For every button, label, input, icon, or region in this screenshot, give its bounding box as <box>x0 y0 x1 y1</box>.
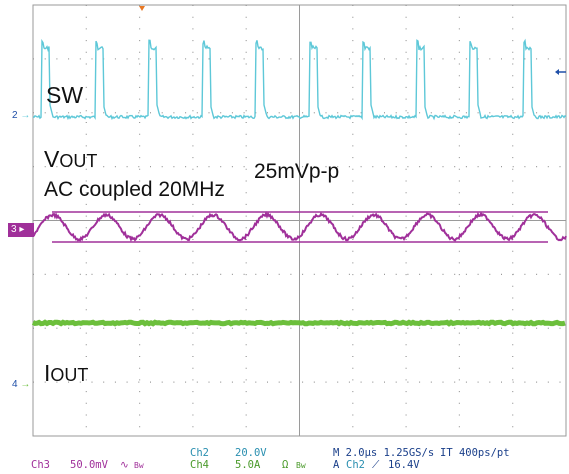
ch4-marker-number: 4 <box>12 379 18 390</box>
ch2-name[interactable]: Ch2 <box>190 447 209 459</box>
vout-label-main: V <box>44 146 60 172</box>
ch4-bandwidth-limit: Bw <box>296 461 306 470</box>
vout-label: VOUT <box>44 146 97 173</box>
ch2-scale[interactable]: 20.0V <box>235 447 267 459</box>
ch3-vout-ripple-waveform <box>32 211 567 243</box>
graticule <box>32 4 567 437</box>
ch4-name[interactable]: Ch4 <box>190 459 209 471</box>
ch2-ground-marker[interactable]: 2 → <box>12 110 30 121</box>
trigger-level[interactable]: 16.4V <box>388 459 420 471</box>
iout-label-subscript: OUT <box>50 365 89 385</box>
trigger-prefix: A <box>333 459 340 471</box>
ch2-sw-waveform <box>32 38 567 121</box>
sw-label: SW <box>46 82 84 108</box>
vout-label-subscript: OUT <box>59 151 98 171</box>
ch2-marker-arrow-icon: → <box>17 110 31 121</box>
ch3-marker-arrow-icon: ▸ <box>16 224 25 235</box>
timebase-readout[interactable]: M 2.0µs 1.25GS/s <box>333 447 435 459</box>
ch3-name[interactable]: Ch3 <box>31 459 50 471</box>
ch2-marker-number: 2 <box>12 110 18 121</box>
ch4-scale[interactable]: 5.0A <box>235 459 261 471</box>
ch3-bandwidth-limit: Bw <box>134 461 144 470</box>
ac-coupled-label: AC coupled 20MHz <box>44 178 225 201</box>
ch4-ground-marker[interactable]: 4 → <box>12 379 30 390</box>
ch4-marker-arrow-icon: → <box>17 379 31 390</box>
waveform-traces <box>31 38 567 327</box>
trigger-source[interactable]: Ch2 <box>346 459 365 471</box>
record-resolution: IT 400ps/pt <box>440 447 510 459</box>
ch3-ground-marker[interactable]: 3 ▸ <box>8 223 34 237</box>
ripple-label: 25mVp-p <box>254 160 340 183</box>
ch3-marker-number: 3 <box>11 224 17 235</box>
ch3-scale[interactable]: 50.0mV <box>70 459 108 471</box>
trigger-level-arrow[interactable] <box>555 69 566 75</box>
ch3-coupling-icon: ∿ <box>120 459 129 471</box>
trigger-slope-icon[interactable]: ⟋ <box>372 459 380 471</box>
ch4-iout-waveform <box>31 319 566 327</box>
trigger-position-marker[interactable] <box>139 6 145 11</box>
ch4-ohm-icon: Ω <box>282 459 289 471</box>
iout-label-main: I <box>44 360 51 386</box>
iout-label: IOUT <box>44 360 88 387</box>
